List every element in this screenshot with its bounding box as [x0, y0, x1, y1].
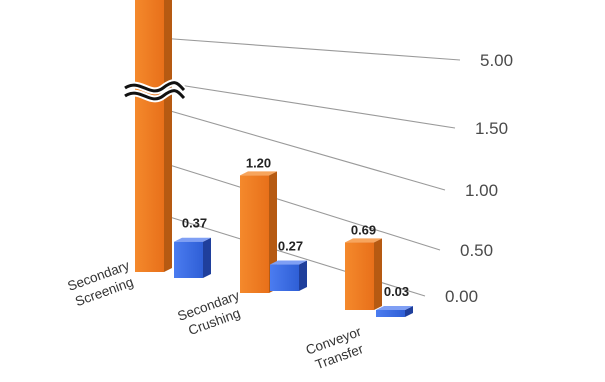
bar-front [270, 264, 299, 291]
bar-front [376, 310, 405, 317]
bar-blue [376, 306, 413, 317]
bar-side [374, 238, 382, 310]
y-tick-label: 1.00 [465, 181, 498, 200]
bar-front [174, 241, 203, 278]
y-tick-label: 1.50 [475, 119, 508, 138]
bar-front [135, 0, 164, 272]
y-tick-label: 0.50 [460, 241, 493, 260]
y-tick-label: 0.00 [445, 287, 478, 306]
data-label: 0.27 [278, 239, 303, 254]
axis-break-icon [123, 79, 187, 103]
bar-top [240, 171, 277, 176]
bar-side [203, 237, 211, 278]
category-label: SecondaryCrushing [176, 288, 248, 340]
bar-top [376, 306, 413, 310]
bar-front [240, 175, 269, 293]
y-tick-label: 5.00 [480, 51, 513, 70]
bar-orange [135, 0, 172, 272]
data-label: 0.69 [351, 222, 376, 237]
gridline [159, 81, 456, 129]
bar-front [345, 242, 374, 310]
bar-orange [345, 238, 382, 310]
bar-side [299, 260, 307, 291]
bar-top [270, 260, 307, 265]
bar-blue [270, 260, 307, 291]
data-label: 0.03 [384, 284, 409, 299]
bar-side [164, 0, 172, 272]
bar-side [405, 306, 413, 317]
category-label: ConveyorTransfer [304, 324, 370, 374]
bar-top [345, 238, 382, 243]
data-label: 1.20 [246, 155, 271, 170]
gridline [159, 161, 441, 251]
bar-top [174, 237, 211, 242]
data-label: 0.37 [182, 216, 207, 231]
gridline [159, 37, 461, 61]
bar-blue [174, 237, 211, 278]
category-label: SecondaryScreening [66, 258, 138, 310]
gridline [159, 107, 446, 191]
